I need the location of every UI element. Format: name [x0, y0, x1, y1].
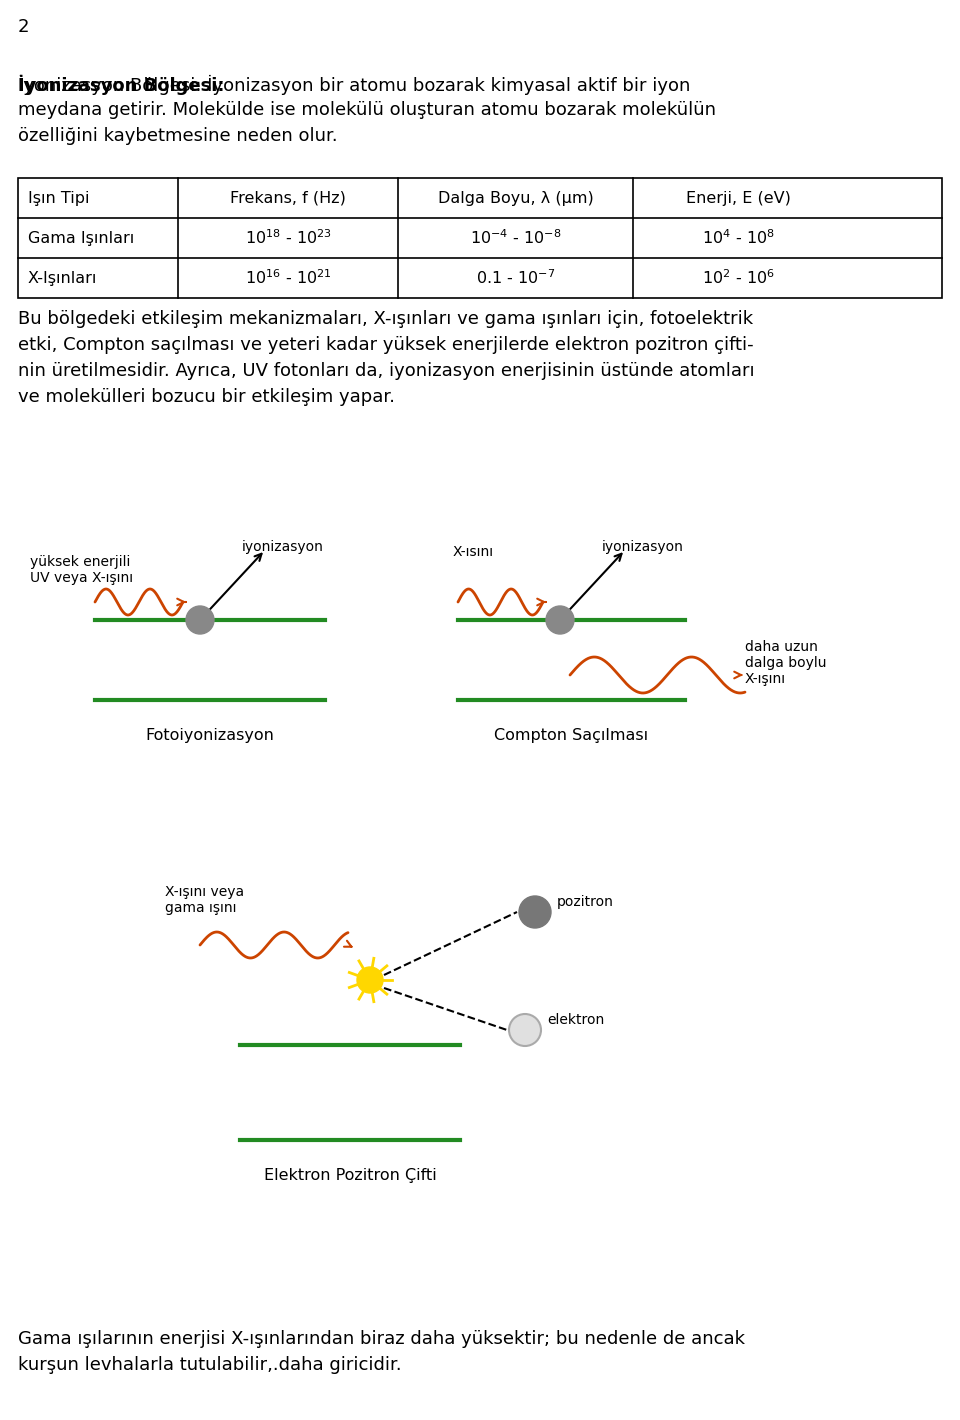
Text: İyonizasyon Bölgesi: İyonizasyon bir atomu bozarak kimyasal aktif bir iyon: İyonizasyon Bölgesi: İyonizasyon bir ato… — [18, 75, 690, 95]
Bar — [18, 178, 942, 298]
Text: Dalga Boyu, λ (μm): Dalga Boyu, λ (μm) — [438, 190, 593, 206]
Text: X-Işınları: X-Işınları — [28, 270, 97, 285]
Text: $10^{-4}$ - $10^{-8}$: $10^{-4}$ - $10^{-8}$ — [469, 229, 562, 247]
Text: ve molekülleri bozucu bir etkileşim yapar.: ve molekülleri bozucu bir etkileşim yapa… — [18, 388, 395, 406]
Text: Bu bölgedeki etkileşim mekanizmaları, X-ışınları ve gama ışınları için, fotoelek: Bu bölgedeki etkileşim mekanizmaları, X-… — [18, 310, 754, 328]
Text: X-ısını: X-ısını — [453, 545, 494, 559]
Text: $0.1$ - $10^{-7}$: $0.1$ - $10^{-7}$ — [476, 268, 555, 287]
Text: Gama Işınları: Gama Işınları — [28, 230, 134, 246]
Text: Compton Saçılması: Compton Saçılması — [494, 728, 649, 743]
Text: iyonizasyon: iyonizasyon — [242, 540, 324, 554]
Circle shape — [357, 967, 383, 993]
Text: özelliğini kaybetmesine neden olur.: özelliğini kaybetmesine neden olur. — [18, 126, 338, 145]
Text: nin üretilmesidir. Ayrıca, UV fotonları da, iyonizasyon enerjisinin üstünde atom: nin üretilmesidir. Ayrıca, UV fotonları … — [18, 362, 755, 381]
Text: $10^{4}$ - $10^{8}$: $10^{4}$ - $10^{8}$ — [702, 229, 775, 247]
Text: Frekans, f (Hz): Frekans, f (Hz) — [230, 190, 346, 206]
Text: İyonizasyon Bölgesi:: İyonizasyon Bölgesi: — [18, 75, 225, 95]
Text: yüksek enerjili
UV veya X-ışını: yüksek enerjili UV veya X-ışını — [30, 555, 133, 585]
Text: Fotoiyonizasyon: Fotoiyonizasyon — [146, 728, 275, 743]
Text: daha uzun
dalga boylu
X-ışını: daha uzun dalga boylu X-ışını — [745, 640, 827, 686]
Text: $10^{18}$ - $10^{23}$: $10^{18}$ - $10^{23}$ — [245, 229, 331, 247]
Text: pozitron: pozitron — [557, 895, 613, 909]
Text: etki, Compton saçılması ve yeteri kadar yüksek enerjilerde elektron pozitron çif: etki, Compton saçılması ve yeteri kadar … — [18, 337, 754, 354]
Text: Gama ışılarının enerjisi X-ışınlarından biraz daha yüksektir; bu nedenle de anca: Gama ışılarının enerjisi X-ışınlarından … — [18, 1331, 745, 1348]
Circle shape — [546, 606, 574, 633]
Circle shape — [509, 1014, 541, 1047]
Text: 2: 2 — [18, 18, 30, 36]
Text: iyonizasyon: iyonizasyon — [602, 540, 684, 554]
Text: Elektron Pozitron Çifti: Elektron Pozitron Çifti — [264, 1169, 437, 1183]
Text: $10^{16}$ - $10^{21}$: $10^{16}$ - $10^{21}$ — [245, 268, 331, 287]
Text: Enerji, E (eV): Enerji, E (eV) — [685, 190, 790, 206]
Text: X-ışını veya
gama ışını: X-ışını veya gama ışını — [165, 885, 244, 916]
Text: elektron: elektron — [547, 1012, 604, 1027]
Text: kurşun levhalarla tutulabilir,.daha giricidir.: kurşun levhalarla tutulabilir,.daha giri… — [18, 1356, 401, 1375]
Text: meydana getirir. Molekülde ise molekülü oluşturan atomu bozarak molekülün: meydana getirir. Molekülde ise molekülü … — [18, 101, 716, 119]
Circle shape — [519, 896, 551, 929]
Text: Işın Tipi: Işın Tipi — [28, 190, 89, 206]
Text: $10^{2}$ - $10^{6}$: $10^{2}$ - $10^{6}$ — [702, 268, 775, 287]
Circle shape — [186, 606, 214, 633]
